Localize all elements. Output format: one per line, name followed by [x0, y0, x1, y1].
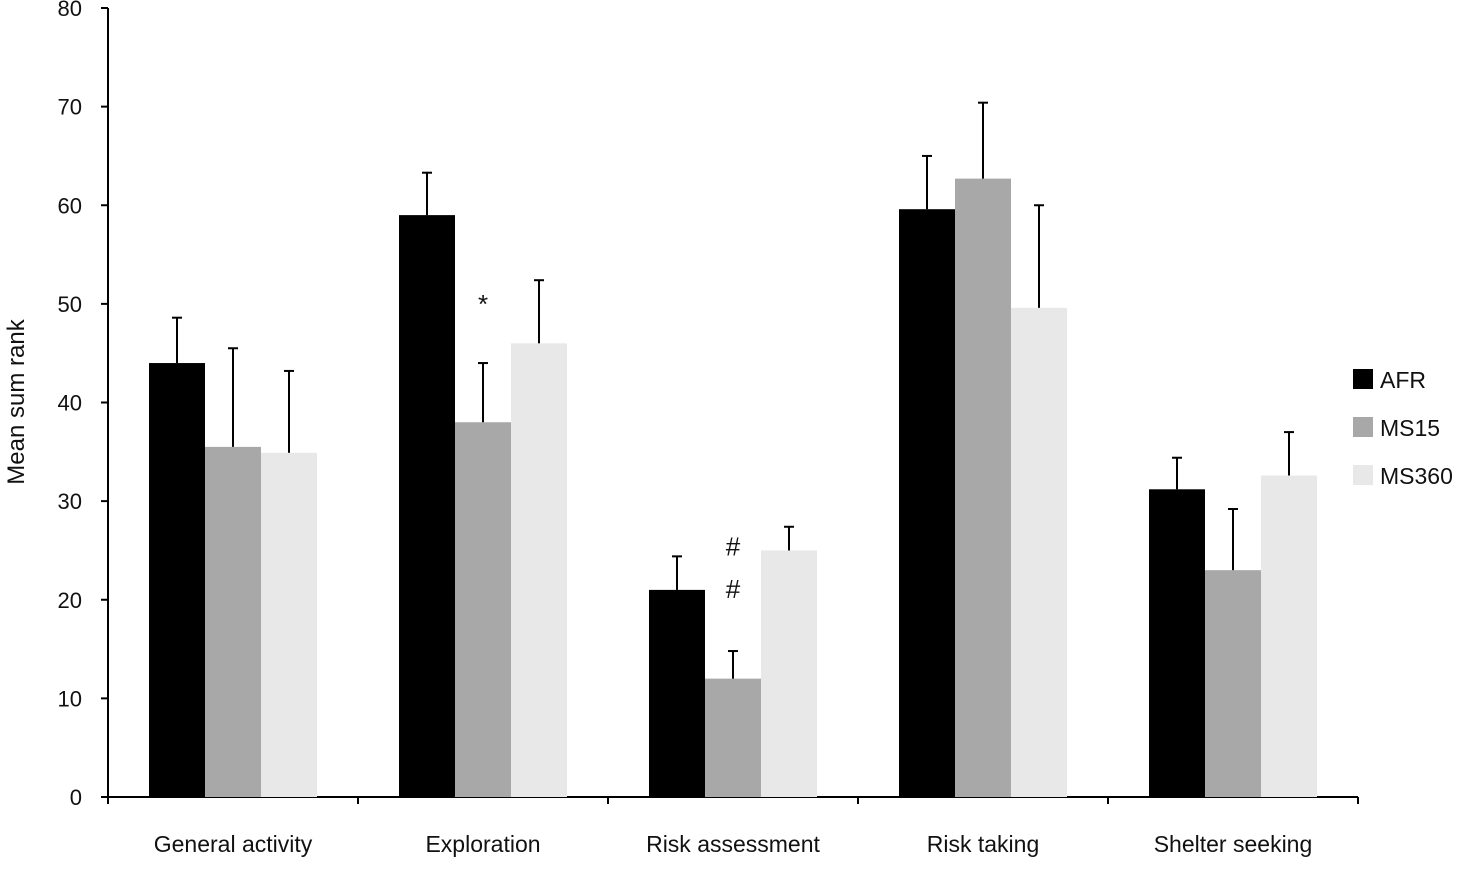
bar [761, 550, 817, 797]
bar [261, 452, 317, 797]
bar [399, 215, 455, 798]
bar [955, 178, 1011, 798]
legend-swatch [1353, 417, 1373, 437]
x-tick-label: Risk taking [927, 831, 1039, 857]
bar [1261, 475, 1317, 797]
y-tick-label: 60 [58, 193, 82, 218]
x-tick-label: General activity [154, 831, 313, 857]
significance-annotation: # [726, 574, 741, 604]
error-bars [172, 101, 1294, 679]
y-tick-label: 70 [58, 95, 82, 120]
y-tick-label: 40 [58, 391, 82, 416]
bar [705, 678, 761, 797]
legend-label: AFR [1380, 367, 1426, 393]
bar [1011, 307, 1067, 797]
legend-swatch [1353, 369, 1373, 389]
legend-label: MS360 [1380, 463, 1453, 489]
bar [455, 422, 511, 797]
legend-label: MS15 [1380, 415, 1440, 441]
y-tick-label: 80 [58, 0, 82, 21]
bar [205, 446, 261, 797]
significance-annotation: * [478, 289, 488, 319]
y-axis-title: Mean sum rank [3, 318, 30, 484]
annotations: * # # [478, 289, 741, 604]
legend-swatch [1353, 465, 1373, 485]
y-tick-label: 30 [58, 489, 82, 514]
y-tick-label: 0 [70, 785, 82, 810]
y-tick-label: 50 [58, 292, 82, 317]
y-tick-label: 10 [58, 686, 82, 711]
bars [149, 178, 1317, 798]
bar [1205, 570, 1261, 797]
legend: AFR MS15 MS360 [1353, 367, 1453, 489]
x-tick-label: Exploration [425, 831, 540, 857]
y-tick-label: 20 [58, 588, 82, 613]
bar [649, 589, 705, 797]
x-tick-label: Shelter seeking [1154, 831, 1313, 857]
bar [899, 209, 955, 797]
y-axis: 0 10 20 30 40 50 60 70 80 [58, 0, 109, 810]
x-tick-label: Risk assessment [646, 831, 820, 857]
significance-annotation: # [726, 531, 741, 561]
x-axis: General activity Exploration Risk assessme… [107, 796, 1359, 857]
bar [1149, 489, 1205, 797]
bar [511, 343, 567, 797]
bar [149, 363, 205, 797]
